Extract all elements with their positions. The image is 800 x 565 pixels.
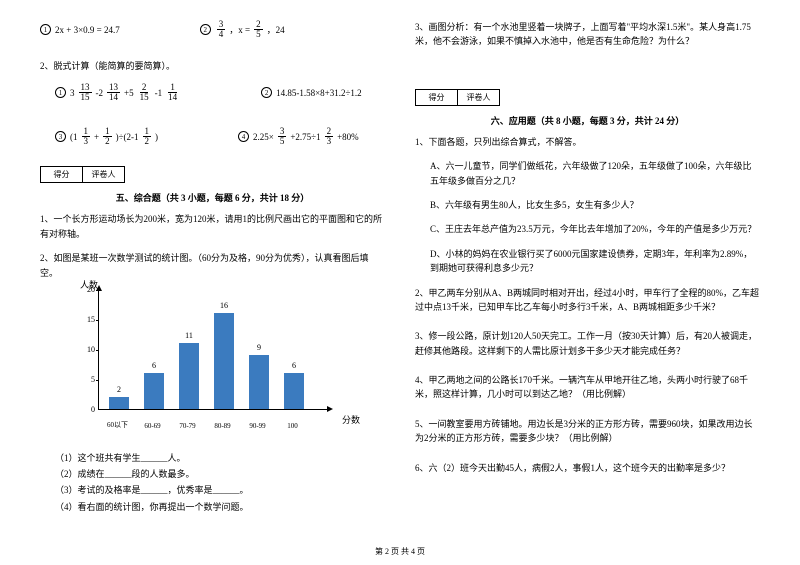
section-6-title: 六、应用题（共 8 小题，每题 3 分，共计 24 分） [415, 114, 760, 127]
question-6-1: 1、下面各题，只列出综合算式，不解答。 [415, 135, 760, 149]
equation-2c: 214.85-1.58×8+31.2÷1.2 [261, 83, 362, 102]
question-6-1b: B、六年级有男生80人，比女生多5，女生有多少人？ [430, 198, 760, 212]
bar-chart: 人数 分数 26111696 0510152060以下60-6970-7980-… [70, 290, 350, 440]
right-column: 3、画图分析：有一个水池里竖着一块牌子，上面写着"平均水深1.5米"。某人身高1… [415, 20, 760, 515]
fill-1: （1）这个班共有学生______人。 [55, 450, 385, 466]
section-5-title: 五、综合题（共 3 小题，每题 6 分，共计 18 分） [40, 191, 385, 204]
fill-3: （3）考试的及格率是______，优秀率是______。 [55, 482, 385, 498]
question-6-6: 6、六（2）班今天出勤45人，病假2人，事假1人，这个班今天的出勤率是多少？ [415, 461, 760, 475]
question-6-1a: A、六一儿童节，同学们做纸花，六年级做了120朵，五年级做了100朵，六年级比五… [430, 159, 760, 188]
page-footer: 第 2 页 共 4 页 [0, 546, 800, 557]
question-5-2: 2、如图是某班一次数学测试的统计图。（60分为及格，90分为优秀），认真看图后填… [40, 251, 385, 280]
score-box: 得分评卷人 [40, 166, 125, 183]
question-5-3: 3、画图分析：有一个水池里竖着一块牌子，上面写着"平均水深1.5米"。某人身高1… [415, 20, 760, 49]
question-6-1c: C、王庄去年总产值为23.5万元，今年比去年增加了20%，今年的产值是多少万元？ [430, 222, 760, 236]
fill-4: （4）看右面的统计图，你再提出一个数学问题。 [55, 499, 385, 515]
equation-2b: 3(1 13+ 12)÷(2-1 12) [55, 127, 158, 146]
fill-2: （2）成绩在______段的人数最多。 [55, 466, 385, 482]
equation-2a: 13 1315-2 1314+5 215-1 114 [55, 83, 181, 102]
score-box-6: 得分评卷人 [415, 89, 500, 106]
question-6-5: 5、一间教室要用方砖铺地。用边长是3分米的正方形方砖，需要960块，如果改用边长… [415, 417, 760, 446]
equation-1a: 12x + 3×0.9 = 24.7 [40, 20, 120, 39]
question-5-1: 1、一个长方形运动场长为200米，宽为120米，请用1的比例尺画出它的平面图和它… [40, 212, 385, 241]
question-6-3: 3、修一段公路，原计划120人50天完工。工作一月（按30天计算）后，有20人被… [415, 329, 760, 358]
question-6-1d: D、小林的妈妈在农业银行买了6000元国家建设债券，定期3年，年利率为2.89%… [430, 247, 760, 276]
question-6-2: 2、甲乙两车分别从A、B两城同时相对开出，经过4小时，甲车行了全程的80%，乙车… [415, 286, 760, 315]
equation-2d: 42.25× 35 +2.75÷1 23 +80% [238, 127, 359, 146]
equation-1b: 2 34 ，x = 25 ，24 [200, 20, 285, 39]
left-column: 12x + 3×0.9 = 24.7 2 34 ，x = 25 ，24 2、脱式… [40, 20, 385, 515]
question-2: 2、脱式计算（能简算的要简算）。 [40, 59, 385, 73]
question-6-4: 4、甲乙两地之间的公路长170千米。一辆汽车从甲地开往乙地，头两小时行驶了68千… [415, 373, 760, 402]
